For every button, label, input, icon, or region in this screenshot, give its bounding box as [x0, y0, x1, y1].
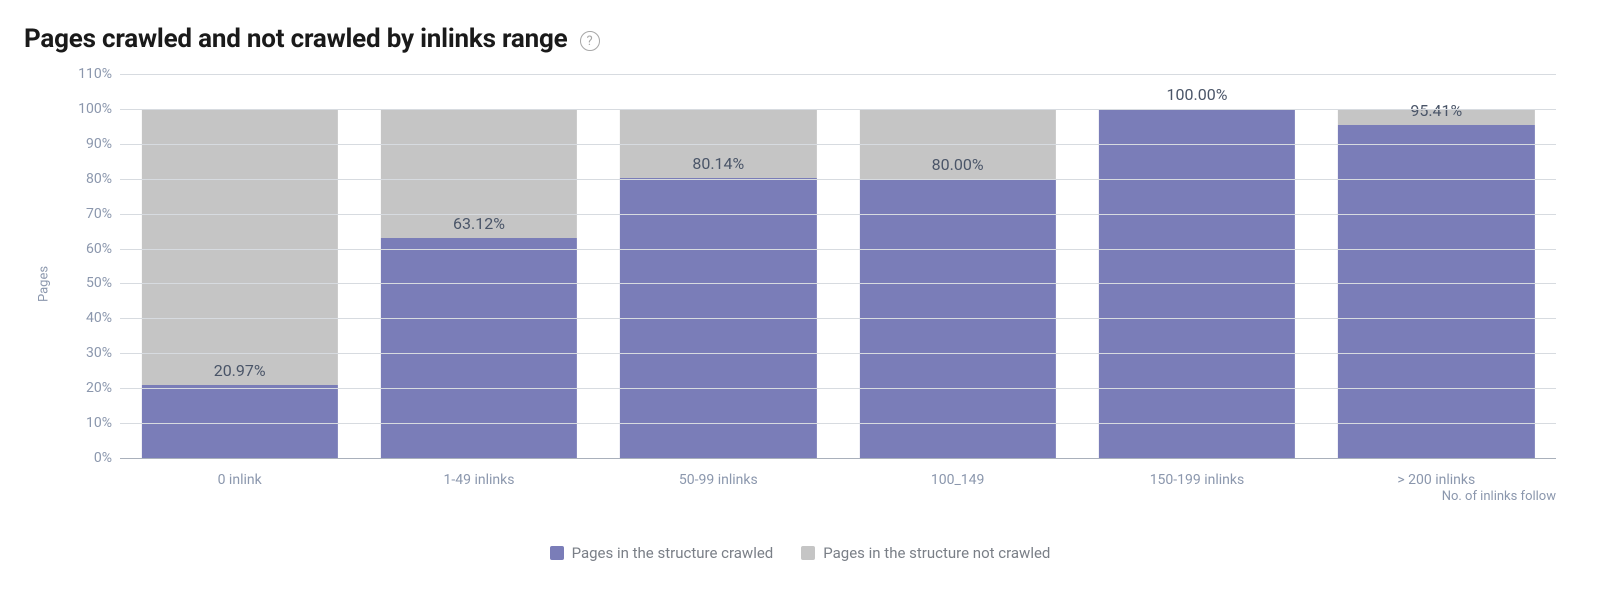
legend-label: Pages in the structure not crawled: [823, 544, 1050, 562]
chart: Pages 20.97%0 inlink63.12%1-49 inlinks80…: [24, 64, 1576, 504]
grid-line: [120, 423, 1556, 424]
grid-line: [120, 144, 1556, 145]
bar-segment-crawled[interactable]: 63.12%: [381, 238, 577, 458]
bar-segment-crawled[interactable]: 95.41%: [1338, 125, 1534, 458]
bar-segment-crawled[interactable]: 20.97%: [142, 385, 338, 458]
bar-value-label: 63.12%: [381, 214, 577, 233]
grid-line: [120, 214, 1556, 215]
y-tick-label: 40%: [86, 310, 112, 326]
bar-slot: 20.97%0 inlink: [120, 74, 359, 458]
bar-value-label: 80.00%: [860, 155, 1056, 174]
y-tick-label: 90%: [86, 136, 112, 152]
x-tick-label: 50-99 inlinks: [599, 472, 838, 488]
legend-item[interactable]: Pages in the structure crawled: [550, 544, 774, 562]
x-tick-label: 100_149: [838, 472, 1077, 488]
y-tick-label: 0%: [94, 450, 112, 466]
x-tick-label: > 200 inlinks: [1317, 472, 1556, 488]
x-axis-title: No. of inlinks follow: [1442, 489, 1556, 504]
grid-line: [120, 179, 1556, 180]
x-tick-label: 1-49 inlinks: [359, 472, 598, 488]
bar-slot: 100.00%150-199 inlinks: [1077, 74, 1316, 458]
grid-line: [120, 283, 1556, 284]
axis-baseline: [120, 458, 1556, 459]
bar-slot: 80.14%50-99 inlinks: [599, 74, 838, 458]
bar-segment-not-crawled[interactable]: [142, 109, 338, 385]
grid-line: [120, 318, 1556, 319]
y-tick-label: 60%: [86, 241, 112, 257]
legend-item[interactable]: Pages in the structure not crawled: [801, 544, 1050, 562]
y-tick-label: 80%: [86, 171, 112, 187]
bar-slot: 63.12%1-49 inlinks: [359, 74, 598, 458]
y-tick-label: 70%: [86, 206, 112, 222]
y-tick-label: 100%: [78, 101, 112, 117]
help-icon[interactable]: ?: [580, 31, 600, 51]
y-tick-label: 50%: [86, 275, 112, 291]
legend-label: Pages in the structure crawled: [572, 544, 774, 562]
grid-line: [120, 74, 1556, 75]
y-tick-label: 110%: [78, 66, 112, 82]
chart-title: Pages crawled and not crawled by inlinks…: [24, 24, 568, 54]
bars-container: 20.97%0 inlink63.12%1-49 inlinks80.14%50…: [120, 74, 1556, 458]
legend: Pages in the structure crawled Pages in t…: [24, 544, 1576, 562]
chart-header: Pages crawled and not crawled by inlinks…: [24, 24, 1576, 54]
bar-value-label: 20.97%: [142, 361, 338, 380]
grid-line: [120, 388, 1556, 389]
y-tick-label: 20%: [86, 380, 112, 396]
bar-slot: 95.41%> 200 inlinks: [1317, 74, 1556, 458]
y-axis-title: Pages: [37, 266, 52, 302]
grid-line: [120, 353, 1556, 354]
legend-swatch-icon: [801, 546, 815, 560]
grid-line: [120, 249, 1556, 250]
y-tick-label: 30%: [86, 345, 112, 361]
bar-value-label: 95.41%: [1338, 101, 1534, 120]
x-tick-label: 150-199 inlinks: [1077, 472, 1316, 488]
bar-value-label: 80.14%: [620, 154, 816, 173]
bar-slot: 80.00%100_149: [838, 74, 1077, 458]
grid-line: [120, 109, 1556, 110]
plot-area: 20.97%0 inlink63.12%1-49 inlinks80.14%50…: [120, 74, 1556, 458]
bar-value-label: 100.00%: [1099, 85, 1295, 104]
legend-swatch-icon: [550, 546, 564, 560]
y-tick-label: 10%: [86, 415, 112, 431]
x-tick-label: 0 inlink: [120, 472, 359, 488]
